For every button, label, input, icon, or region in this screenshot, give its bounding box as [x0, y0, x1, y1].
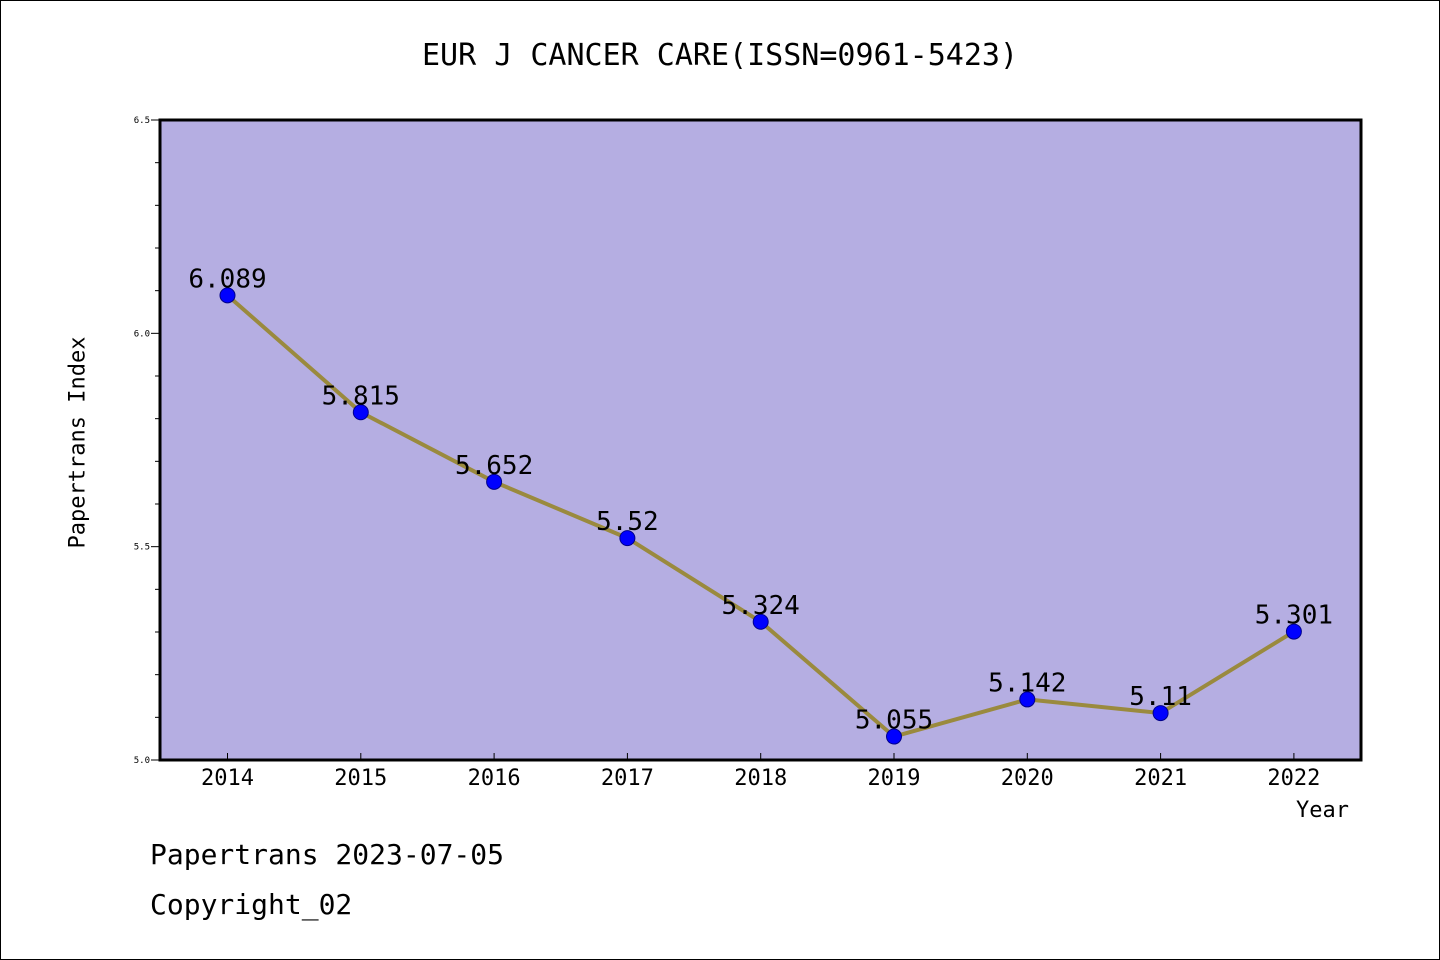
- data-label: 5.815: [322, 381, 400, 411]
- data-label: 5.11: [1129, 682, 1192, 712]
- footer-date-text: Papertrans 2023-07-05: [150, 838, 505, 871]
- axis-ticks: 5.0 5.5 6.0 6.5 2014 2015 2016 2017 2018 2019 2020…: [134, 116, 1321, 791]
- series-layer: 6.089 5.815 5.652 5.52 5.324 5.055 5.142 5.11 5.…: [188, 264, 1333, 745]
- x-tick-label: 2022: [1267, 766, 1320, 791]
- x-tick-label: 2018: [734, 766, 787, 791]
- data-point: [486, 473, 503, 490]
- x-tick-label: 2016: [468, 766, 521, 791]
- data-point: [619, 530, 636, 547]
- x-tick-label: 2017: [601, 766, 654, 791]
- y-tick-label: 6.0: [134, 329, 150, 339]
- data-label: 5.652: [455, 451, 533, 481]
- data-point: [886, 728, 902, 745]
- x-tick-label: 2020: [1001, 766, 1054, 791]
- data-label: 5.055: [855, 706, 933, 736]
- x-axis-label: Year: [1296, 798, 1349, 823]
- data-label: 5.52: [596, 507, 659, 537]
- x-tick-label: 2015: [334, 766, 387, 791]
- data-label: 5.301: [1255, 601, 1333, 631]
- data-point: [1152, 705, 1169, 722]
- chart-title: EUR J CANCER CARE(ISSN=0961-5423): [421, 38, 1019, 73]
- data-point: [352, 404, 369, 421]
- x-tick-label: 2014: [201, 766, 254, 791]
- y-tick-label: 5.0: [134, 756, 150, 766]
- footer-copyright-text: Copyright_02: [150, 888, 353, 921]
- data-point: [1285, 623, 1302, 640]
- data-label: 5.142: [988, 668, 1066, 698]
- y-tick-label: 5.5: [134, 543, 150, 553]
- x-tick-label: 2021: [1134, 766, 1187, 791]
- data-point: [1019, 691, 1036, 708]
- plot-area: [158, 118, 1363, 762]
- x-tick-label: 2019: [868, 766, 921, 791]
- data-point: [219, 287, 236, 304]
- data-label: 6.089: [188, 264, 266, 294]
- data-point: [752, 613, 769, 630]
- y-tick-label: 6.5: [134, 116, 150, 126]
- data-label: 5.324: [722, 591, 800, 621]
